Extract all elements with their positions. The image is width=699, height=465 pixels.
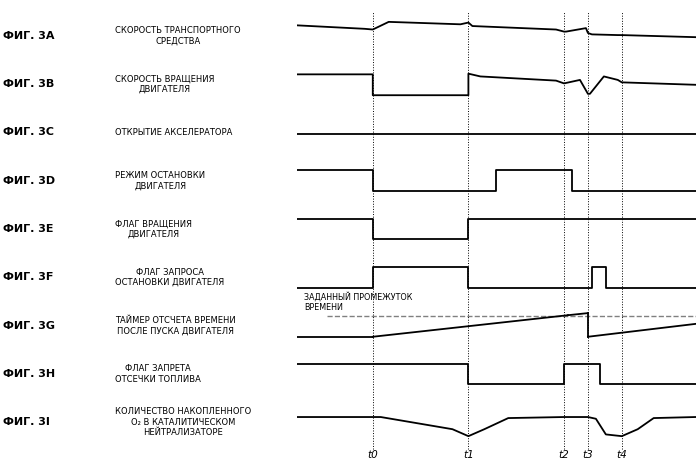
Text: КОЛИЧЕСТВО НАКОПЛЕННОГО
O₂ В КАТАЛИТИЧЕСКОМ
НЕЙТРАЛИЗАТОРЕ: КОЛИЧЕСТВО НАКОПЛЕННОГО O₂ В КАТАЛИТИЧЕС… — [115, 407, 252, 437]
Text: t1: t1 — [463, 450, 474, 460]
Text: ФИГ. 3E: ФИГ. 3E — [3, 224, 54, 234]
Text: СКОРОСТЬ ТРАНСПОРТНОГО
СРЕДСТВА: СКОРОСТЬ ТРАНСПОРТНОГО СРЕДСТВА — [115, 26, 241, 46]
Text: t0: t0 — [368, 450, 378, 460]
Text: ТАЙМЕР ОТСЧЕТА ВРЕМЕНИ
ПОСЛЕ ПУСКА ДВИГАТЕЛЯ: ТАЙМЕР ОТСЧЕТА ВРЕМЕНИ ПОСЛЕ ПУСКА ДВИГА… — [115, 316, 236, 335]
Text: ФЛАГ ВРАЩЕНИЯ
ДВИГАТЕЛЯ: ФЛАГ ВРАЩЕНИЯ ДВИГАТЕЛЯ — [115, 219, 192, 239]
Text: ФЛАГ ЗАПРОСА
ОСТАНОВКИ ДВИГАТЕЛЯ: ФЛАГ ЗАПРОСА ОСТАНОВКИ ДВИГАТЕЛЯ — [115, 268, 224, 287]
Text: ОТКРЫТИЕ АКСЕЛЕРАТОРА: ОТКРЫТИЕ АКСЕЛЕРАТОРА — [115, 128, 233, 137]
Text: ФЛАГ ЗАПРЕТА
ОТСЕЧКИ ТОПЛИВА: ФЛАГ ЗАПРЕТА ОТСЕЧКИ ТОПЛИВА — [115, 364, 201, 384]
Text: t2: t2 — [559, 450, 570, 460]
Text: СКОРОСТЬ ВРАЩЕНИЯ
ДВИГАТЕЛЯ: СКОРОСТЬ ВРАЩЕНИЯ ДВИГАТЕЛЯ — [115, 74, 215, 94]
Text: ФИГ. 3A: ФИГ. 3A — [3, 31, 55, 41]
Text: РЕЖИМ ОСТАНОВКИ
ДВИГАТЕЛЯ: РЕЖИМ ОСТАНОВКИ ДВИГАТЕЛЯ — [115, 171, 206, 190]
Text: ФИГ. 3D: ФИГ. 3D — [3, 176, 56, 186]
Text: t3: t3 — [582, 450, 593, 460]
Text: ФИГ. 3F: ФИГ. 3F — [3, 272, 54, 282]
Text: ФИГ. 3B: ФИГ. 3B — [3, 79, 55, 89]
Text: ЗАДАННЫЙ ПРОМЕЖУТОК
ВРЕМЕНИ: ЗАДАННЫЙ ПРОМЕЖУТОК ВРЕМЕНИ — [304, 292, 412, 312]
Text: ФИГ. 3C: ФИГ. 3C — [3, 127, 55, 137]
Text: ФИГ. 3G: ФИГ. 3G — [3, 321, 55, 331]
Text: t4: t4 — [617, 450, 627, 460]
Text: ФИГ. 3H: ФИГ. 3H — [3, 369, 56, 379]
Text: ФИГ. 3I: ФИГ. 3I — [3, 417, 50, 427]
